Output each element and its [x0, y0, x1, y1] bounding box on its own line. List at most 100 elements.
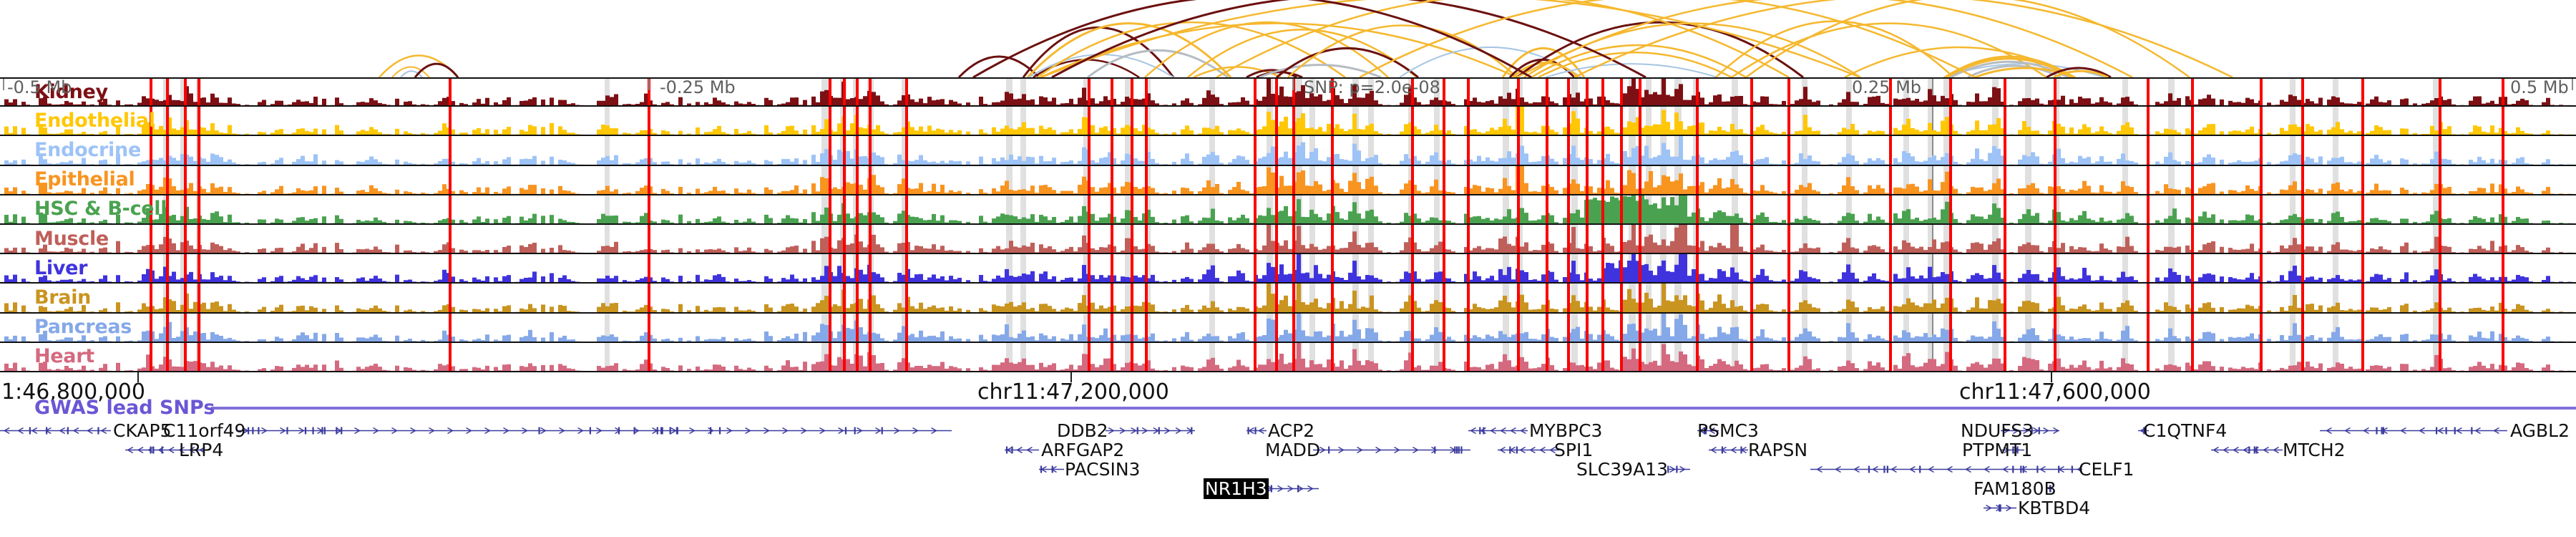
gwas-snp-marker[interactable]	[1889, 224, 1892, 253]
gwas-snp-marker[interactable]	[2361, 79, 2364, 106]
gwas-snp-marker[interactable]	[1949, 342, 1952, 371]
gwas-snp-marker[interactable]	[856, 195, 859, 223]
gene-body[interactable]	[1697, 427, 1719, 435]
gwas-snp-marker[interactable]	[1088, 136, 1091, 165]
gwas-snp-marker[interactable]	[2004, 224, 2006, 253]
gene-label[interactable]: LRP4	[179, 440, 224, 460]
gwas-snp-marker[interactable]	[1292, 107, 1295, 135]
gwas-snp-marker[interactable]	[843, 313, 846, 342]
gwas-snp-marker[interactable]	[166, 284, 169, 312]
gwas-snp-marker[interactable]	[1411, 342, 1414, 371]
gwas-snp-marker[interactable]	[2301, 79, 2304, 106]
gwas-snp-marker[interactable]	[2191, 79, 2194, 106]
gwas-snp-marker[interactable]	[1145, 254, 1148, 283]
gwas-snp-marker[interactable]	[869, 224, 872, 253]
gwas-snp-marker[interactable]	[1750, 136, 1753, 165]
gwas-snp-marker[interactable]	[1586, 284, 1589, 312]
gwas-snp-marker[interactable]	[1750, 342, 1753, 371]
gwas-snp-marker[interactable]	[2004, 342, 2006, 371]
gwas-snp-marker[interactable]	[2260, 254, 2263, 283]
gwas-snp-marker[interactable]	[2054, 284, 2057, 312]
signal-track-endothelial[interactable]: Endothelial	[0, 107, 2576, 137]
gwas-snp-marker[interactable]	[1620, 165, 1623, 194]
gene-body[interactable]	[1313, 446, 1470, 454]
gwas-snp-marker[interactable]	[1567, 136, 1570, 165]
gwas-snp-marker[interactable]	[2439, 79, 2441, 106]
gwas-snp-marker[interactable]	[648, 136, 650, 165]
gwas-snp-marker[interactable]	[2502, 107, 2504, 135]
gwas-snp-marker[interactable]	[184, 195, 187, 223]
gwas-snp-marker[interactable]	[1949, 136, 1952, 165]
gwas-snp-marker[interactable]	[449, 254, 452, 283]
gwas-snp-marker[interactable]	[843, 195, 846, 223]
gwas-snp-marker[interactable]	[1620, 107, 1623, 135]
gwas-snp-marker[interactable]	[2147, 165, 2150, 194]
gwas-snp-marker[interactable]	[449, 224, 452, 253]
gwas-snp-marker[interactable]	[1639, 254, 1641, 283]
gwas-snp-marker[interactable]	[1443, 284, 1445, 312]
gwas-snp-marker[interactable]	[2147, 107, 2150, 135]
gwas-snp-marker[interactable]	[197, 136, 200, 165]
gwas-snp-marker[interactable]	[1088, 107, 1091, 135]
gwas-snp-marker[interactable]	[2147, 254, 2150, 283]
gwas-snp-marker[interactable]	[2004, 254, 2006, 283]
gwas-snp-marker[interactable]	[1601, 224, 1604, 253]
gwas-snp-marker[interactable]	[856, 136, 859, 165]
signal-track-liver[interactable]: Liver	[0, 254, 2576, 284]
gwas-snp-marker[interactable]	[869, 195, 872, 223]
gwas-snp-marker[interactable]	[1889, 284, 1892, 312]
gwas-snp-marker[interactable]	[843, 254, 846, 283]
gwas-snp-marker[interactable]	[1275, 79, 1278, 106]
gwas-snp-marker[interactable]	[905, 284, 908, 312]
gwas-snp-marker[interactable]	[2361, 195, 2364, 223]
gwas-snp-marker[interactable]	[1949, 165, 1952, 194]
gwas-snp-marker[interactable]	[197, 313, 200, 342]
gwas-snp-marker[interactable]	[648, 195, 650, 223]
gwas-snp-marker[interactable]	[2301, 107, 2304, 135]
gwas-snp-marker[interactable]	[1443, 224, 1445, 253]
gwas-snp-marker[interactable]	[1331, 284, 1334, 312]
gwas-snp-marker[interactable]	[166, 254, 169, 283]
gwas-snp-marker[interactable]	[1949, 79, 1952, 106]
gwas-snp-marker[interactable]	[1889, 254, 1892, 283]
gwas-snp-marker[interactable]	[1567, 224, 1570, 253]
gwas-snp-marker[interactable]	[2502, 79, 2504, 106]
gwas-snp-marker[interactable]	[1601, 313, 1604, 342]
gwas-snp-marker[interactable]	[1639, 165, 1641, 194]
gene-body[interactable]	[1709, 446, 1748, 454]
gwas-snp-marker[interactable]	[1275, 224, 1278, 253]
gwas-snp-marker[interactable]	[1145, 107, 1148, 135]
gwas-snp-marker[interactable]	[2004, 284, 2006, 312]
signal-track-endocrine[interactable]: Endocrine	[0, 136, 2576, 166]
gwas-snp-marker[interactable]	[1088, 195, 1091, 223]
gene-label[interactable]: PACSIN3	[1065, 459, 1141, 480]
gwas-snp-marker[interactable]	[1620, 79, 1623, 106]
gwas-snp-marker[interactable]	[856, 284, 859, 312]
gwas-snp-marker[interactable]	[869, 165, 872, 194]
gwas-snp-marker[interactable]	[1750, 195, 1753, 223]
gwas-snp-marker[interactable]	[166, 224, 169, 253]
gwas-snp-marker[interactable]	[843, 165, 846, 194]
gwas-snp-marker[interactable]	[1292, 224, 1295, 253]
gwas-snp-marker[interactable]	[449, 195, 452, 223]
gwas-snp-marker[interactable]	[1443, 254, 1445, 283]
gwas-snp-marker[interactable]	[166, 79, 169, 106]
gwas-snp-marker[interactable]	[1331, 224, 1334, 253]
gwas-snp-marker[interactable]	[1411, 195, 1414, 223]
gwas-snp-marker[interactable]	[1787, 195, 1790, 223]
gwas-snp-marker[interactable]	[2147, 136, 2150, 165]
gene-label[interactable]: MTCH2	[2283, 440, 2346, 460]
gwas-snp-marker[interactable]	[1331, 79, 1334, 106]
gwas-snp-marker[interactable]	[1517, 107, 1520, 135]
gwas-snp-marker[interactable]	[1750, 313, 1753, 342]
gwas-snp-marker[interactable]	[1292, 165, 1295, 194]
gene-label[interactable]: ACP2	[1268, 420, 1315, 441]
gwas-snp-marker[interactable]	[1131, 284, 1133, 312]
gwas-snp-marker[interactable]	[1517, 313, 1520, 342]
gwas-snp-marker[interactable]	[150, 254, 152, 283]
gwas-snp-marker[interactable]	[2361, 107, 2364, 135]
gwas-snp-marker[interactable]	[843, 107, 846, 135]
gwas-snp-marker[interactable]	[1546, 107, 1548, 135]
gwas-snp-marker[interactable]	[1292, 195, 1295, 223]
gwas-snp-marker[interactable]	[1517, 254, 1520, 283]
